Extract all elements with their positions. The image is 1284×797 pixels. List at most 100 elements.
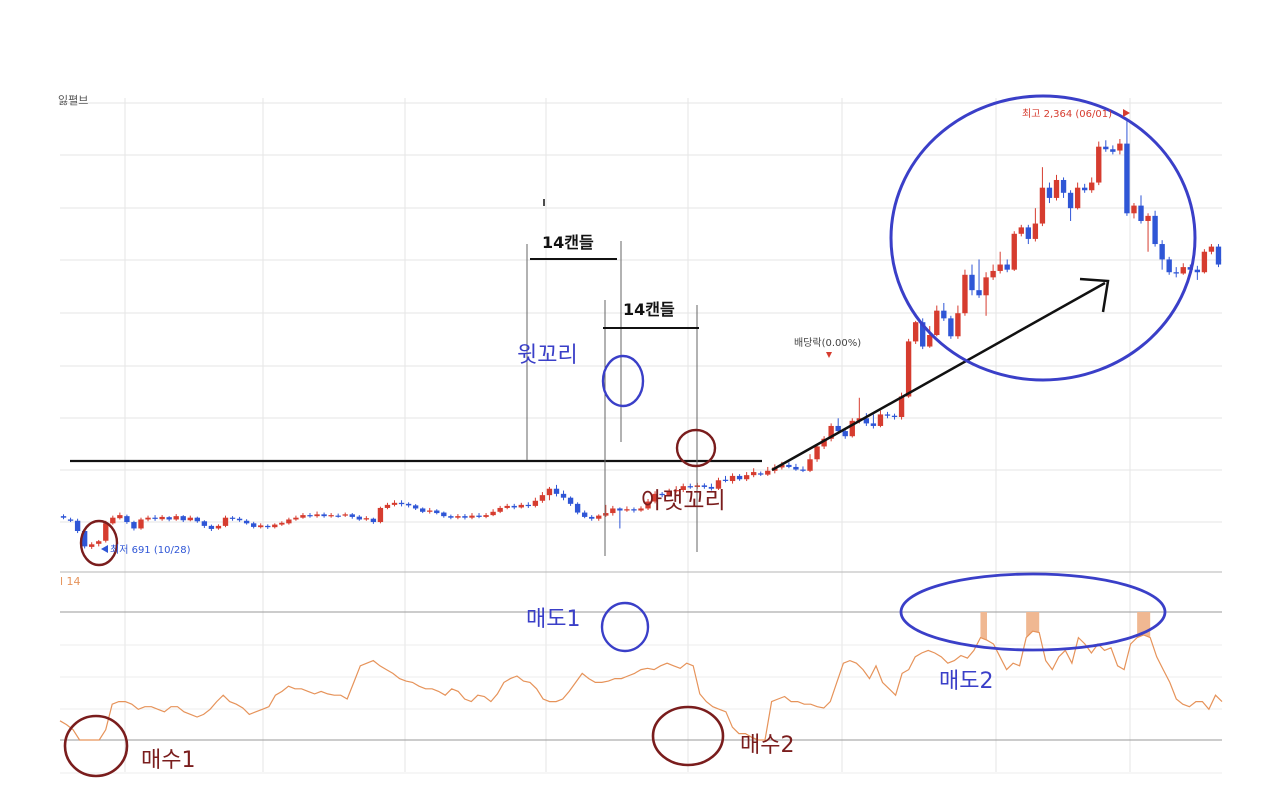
candle: [1081, 183, 1088, 193]
candle: [1180, 263, 1186, 275]
candle-body: [398, 502, 405, 505]
candle: [236, 516, 243, 522]
candle: [905, 338, 912, 398]
candle: [631, 507, 637, 513]
candle: [525, 502, 531, 508]
candle-body: [934, 310, 940, 335]
low-price-label: 최저 691 (10/28): [110, 544, 191, 556]
candle-body: [758, 473, 764, 475]
lower-wick-label: 아랫꼬리: [641, 488, 726, 514]
candle: [589, 515, 595, 521]
panel-tab-fragment: 잃펼브: [58, 93, 88, 107]
peak-circle: [889, 94, 1197, 382]
candle-body: [849, 420, 855, 437]
candle: [680, 483, 686, 493]
candle-body: [708, 486, 715, 489]
high-price-label: 최고 2,364 (06/01): [1022, 108, 1112, 120]
candle-body: [236, 518, 243, 521]
candle-body: [1208, 246, 1215, 252]
candle-body: [391, 502, 398, 505]
candle: [110, 515, 116, 525]
candle: [603, 504, 609, 517]
candle: [539, 492, 546, 503]
candle-body: [1004, 264, 1010, 270]
candle-body: [1124, 143, 1130, 214]
candle: [117, 512, 123, 520]
candle-body: [969, 274, 975, 291]
candle: [751, 468, 757, 478]
candle: [349, 513, 355, 519]
candle: [286, 517, 292, 525]
candle-body: [941, 310, 947, 319]
candle-body: [272, 524, 278, 528]
candle-body: [1074, 187, 1081, 209]
candle: [462, 514, 468, 520]
candle: [990, 264, 996, 280]
candle-body: [81, 531, 88, 547]
candle: [74, 518, 81, 534]
candle: [504, 503, 510, 510]
candle: [138, 517, 144, 530]
candle: [370, 517, 377, 524]
candle: [560, 490, 567, 501]
candle: [159, 515, 165, 521]
candle-body: [518, 504, 524, 508]
candle-body: [110, 517, 116, 524]
candle-body: [412, 505, 419, 509]
candle-body: [1131, 205, 1137, 214]
candle-body: [567, 497, 574, 504]
candle: [173, 514, 179, 521]
candles-label-1: 14캔들: [542, 233, 594, 252]
candle-body: [265, 525, 271, 528]
candle-body: [624, 509, 630, 511]
candle: [420, 507, 426, 514]
candle: [412, 504, 419, 510]
candle-body: [546, 488, 553, 496]
candle-body: [610, 508, 616, 514]
candle: [1166, 256, 1172, 275]
candle-body: [124, 516, 130, 523]
candle-body: [1018, 227, 1024, 234]
candle-body: [286, 519, 292, 524]
candle-body: [1103, 146, 1109, 150]
candle-body: [1046, 187, 1053, 198]
candle-body: [434, 510, 440, 514]
candle: [166, 516, 172, 522]
candle-body: [631, 509, 637, 511]
buy1-circle: [63, 714, 129, 778]
candle: [687, 483, 693, 489]
candle-body: [1032, 223, 1039, 239]
candle: [673, 486, 679, 493]
candle-body: [666, 491, 672, 496]
candle: [596, 514, 602, 521]
candle-body: [553, 488, 560, 494]
candle: [736, 474, 743, 481]
candle: [955, 305, 961, 339]
candle: [187, 515, 193, 522]
candle-body: [807, 459, 813, 471]
candle: [976, 259, 982, 298]
candle: [511, 503, 517, 510]
candle-body: [525, 504, 531, 507]
candle: [279, 521, 285, 526]
candle-body: [1159, 244, 1165, 260]
candle-body: [729, 475, 736, 482]
candle-body: [131, 522, 137, 529]
candle-body: [152, 517, 158, 519]
candle: [969, 264, 975, 296]
candle: [441, 511, 447, 518]
candle-body: [1201, 251, 1208, 273]
candle: [1039, 167, 1046, 227]
candle-body: [927, 335, 933, 347]
candle: [1173, 267, 1179, 278]
candle: [222, 515, 229, 528]
candle: [1208, 244, 1215, 255]
candle-body: [891, 415, 898, 417]
candle: [103, 520, 109, 543]
candle-body: [920, 322, 926, 347]
candle: [765, 466, 771, 476]
candle-body: [673, 490, 679, 492]
candle: [1011, 231, 1017, 271]
candle-body: [842, 431, 848, 437]
